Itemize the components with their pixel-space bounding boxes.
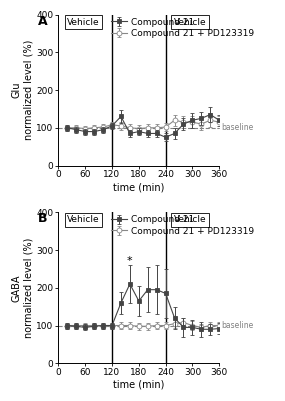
Text: Vehicle: Vehicle [67, 215, 100, 225]
Legend: Compound 21, Compound 21 + PD123319: Compound 21, Compound 21 + PD123319 [111, 18, 254, 38]
Text: baseline: baseline [221, 321, 253, 330]
Text: baseline: baseline [221, 123, 253, 132]
Text: Vehicle: Vehicle [174, 215, 206, 225]
Text: B: B [38, 213, 47, 225]
Y-axis label: GABA
normalized level (%): GABA normalized level (%) [11, 238, 34, 338]
Text: *: * [126, 256, 132, 266]
X-axis label: time (min): time (min) [113, 380, 164, 390]
Text: Vehicle: Vehicle [67, 18, 100, 26]
X-axis label: time (min): time (min) [113, 182, 164, 192]
Text: Vehicle: Vehicle [174, 18, 206, 26]
Y-axis label: Glu
normalized level (%): Glu normalized level (%) [11, 40, 34, 140]
Text: A: A [38, 14, 47, 28]
Legend: Compound 21, Compound 21 + PD123319: Compound 21, Compound 21 + PD123319 [111, 215, 254, 236]
